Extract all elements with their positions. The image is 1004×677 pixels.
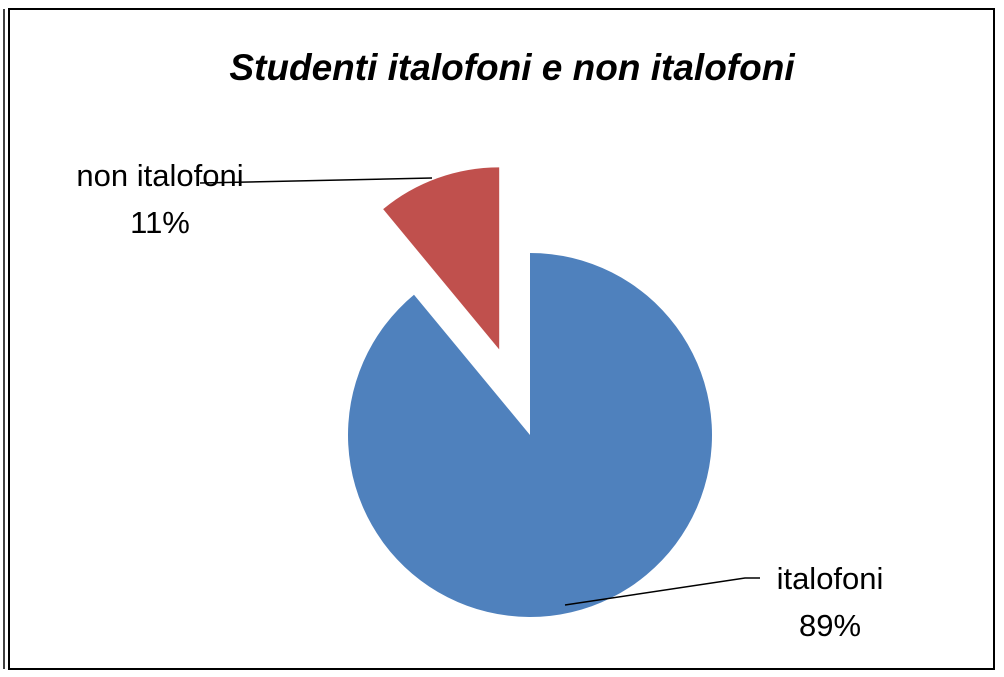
slice-name: italofoni (776, 561, 884, 596)
slice-label: non italofoni 11% (75, 152, 245, 246)
slice-name: non italofoni (76, 158, 244, 193)
slice-label: italofoni 89% (745, 555, 915, 649)
slice-value: 89% (798, 608, 862, 643)
leader-line (199, 177, 433, 184)
leader-line (564, 577, 760, 606)
chart-title: Studenti italofoni e non italofoni (229, 47, 795, 88)
pie-slice (383, 167, 500, 350)
slice-value: 11% (130, 205, 190, 240)
pie-slice (347, 253, 712, 617)
